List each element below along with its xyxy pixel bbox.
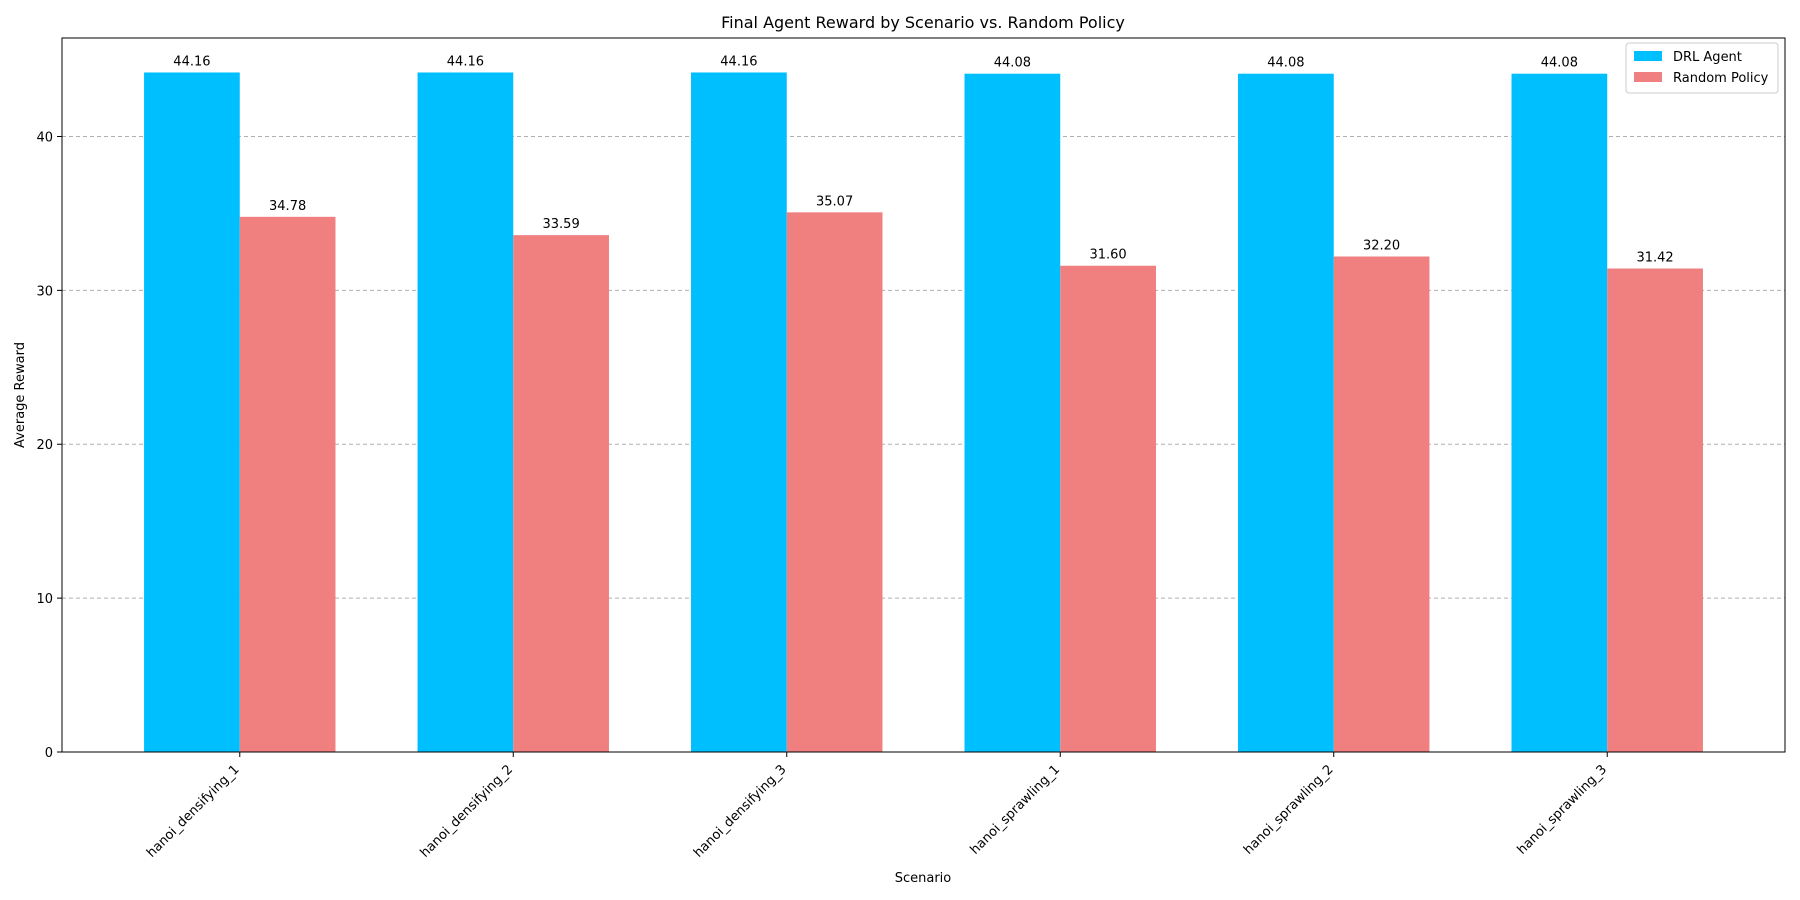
y-axis: 0 10 20 30 40 bbox=[36, 130, 62, 761]
x-axis-label: Scenario bbox=[895, 871, 952, 886]
data-label: 31.60 bbox=[1089, 248, 1126, 263]
data-label: 33.59 bbox=[543, 217, 580, 232]
legend-label: DRL Agent bbox=[1673, 50, 1742, 65]
data-label: 31.42 bbox=[1636, 251, 1673, 266]
bar bbox=[417, 72, 514, 752]
bars bbox=[144, 72, 1703, 753]
data-label: 34.78 bbox=[269, 199, 306, 214]
data-labels: 44.16 34.78 44.16 33.59 44.16 35.07 44.08 31.60… bbox=[173, 54, 1673, 265]
y-tick-label: 40 bbox=[36, 130, 53, 145]
x-tick-label: hanoi_densifying_3 bbox=[691, 762, 790, 861]
data-label: 32.20 bbox=[1363, 239, 1400, 254]
chart-title: Final Agent Reward by Scenario vs. Rando… bbox=[721, 13, 1125, 32]
y-tick-label: 30 bbox=[36, 284, 53, 299]
bar bbox=[964, 73, 1061, 752]
gridlines bbox=[62, 135, 1785, 599]
data-label: 44.16 bbox=[720, 54, 757, 69]
x-tick-label: hanoi_densifying_1 bbox=[144, 762, 243, 861]
y-axis-label: Average Reward bbox=[13, 342, 28, 448]
x-tick-label: hanoi_densifying_2 bbox=[418, 762, 517, 861]
bar bbox=[786, 212, 883, 752]
y-tick-label: 0 bbox=[45, 746, 53, 761]
plot-frame bbox=[61, 37, 1786, 753]
data-label: 44.16 bbox=[173, 54, 210, 69]
data-label: 44.08 bbox=[994, 56, 1031, 71]
bar bbox=[1060, 265, 1156, 752]
bar bbox=[1333, 256, 1430, 752]
bar bbox=[1607, 268, 1703, 752]
bar bbox=[1238, 73, 1334, 752]
y-tick-label: 20 bbox=[36, 438, 53, 453]
legend: DRL Agent Random Policy bbox=[1625, 42, 1779, 94]
bar bbox=[691, 72, 787, 752]
bar bbox=[513, 235, 609, 753]
data-label: 44.08 bbox=[1267, 56, 1304, 71]
data-label: 44.08 bbox=[1541, 56, 1578, 71]
legend-box bbox=[1625, 42, 1779, 94]
x-tick-label: hanoi_sprawling_3 bbox=[1515, 762, 1610, 857]
legend-label: Random Policy bbox=[1673, 71, 1769, 86]
x-tick-label: hanoi_sprawling_1 bbox=[968, 762, 1063, 857]
legend-swatch bbox=[1634, 72, 1662, 82]
legend-swatch bbox=[1634, 51, 1662, 61]
x-axis: hanoi_densifying_1 hanoi_densifying_2 hano… bbox=[144, 752, 1610, 861]
x-tick-label: hanoi_sprawling_2 bbox=[1241, 762, 1336, 857]
y-tick-label: 10 bbox=[36, 592, 53, 607]
data-label: 44.16 bbox=[447, 54, 484, 69]
bar bbox=[144, 72, 240, 752]
bar bbox=[239, 216, 336, 753]
data-label: 35.07 bbox=[816, 194, 853, 209]
bar bbox=[1511, 73, 1608, 752]
